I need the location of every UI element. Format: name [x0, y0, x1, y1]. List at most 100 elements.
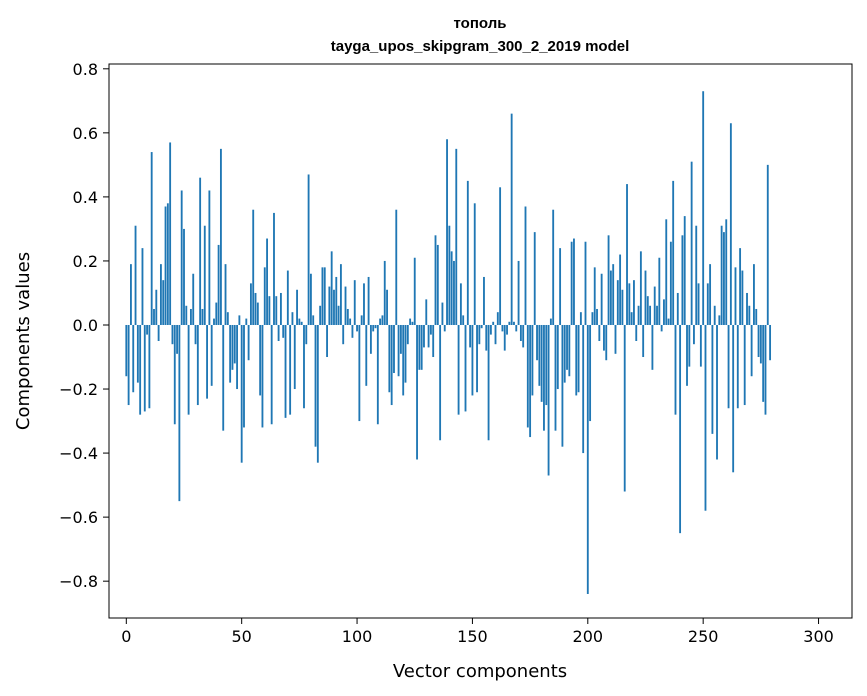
bar-269 [746, 292, 748, 325]
bar-0 [125, 324, 128, 377]
bar-168 [513, 321, 515, 325]
bar-54 [249, 283, 252, 325]
bar-63 [270, 324, 273, 425]
bar-7 [141, 248, 144, 325]
bar-268 [743, 324, 746, 406]
bar-43 [224, 264, 227, 325]
bar-128 [420, 324, 423, 370]
bar-241 [681, 235, 684, 325]
bar-2 [130, 264, 132, 325]
bar-242 [683, 216, 686, 325]
bar-154 [480, 324, 483, 329]
bar-217 [626, 184, 628, 325]
bar-21 [173, 324, 176, 425]
bar-163 [501, 324, 504, 332]
bar-205 [598, 324, 601, 341]
bar-50 [240, 324, 243, 463]
bar-187 [556, 324, 559, 390]
bar-226 [646, 296, 649, 325]
bar-22 [176, 324, 178, 354]
bar-249 [699, 324, 702, 367]
bar-125 [413, 257, 416, 325]
bar-275 [759, 324, 762, 364]
bar-239 [676, 292, 679, 325]
bar-245 [690, 161, 693, 325]
bar-225 [644, 270, 647, 325]
bar-46 [231, 324, 234, 370]
bar-130 [425, 299, 428, 325]
bar-149 [469, 324, 472, 348]
bar-8 [143, 324, 146, 412]
bar-203 [593, 267, 596, 325]
bar-112 [383, 260, 386, 325]
x-tick-label: 50 [231, 627, 251, 646]
bar-39 [215, 302, 218, 325]
bar-5 [136, 324, 139, 383]
bar-121 [404, 324, 407, 383]
bar-44 [226, 312, 229, 325]
bar-83 [316, 324, 319, 463]
bar-36 [208, 190, 211, 325]
bar-182 [545, 324, 548, 406]
bar-222 [637, 305, 640, 325]
bar-23 [178, 324, 181, 502]
bar-114 [388, 324, 391, 393]
bar-156 [485, 324, 488, 351]
bar-26 [185, 305, 188, 325]
bar-34 [203, 225, 206, 325]
bar-276 [762, 324, 765, 402]
bar-216 [623, 324, 626, 492]
bar-64 [273, 212, 275, 325]
bar-116 [393, 324, 395, 374]
bar-38 [213, 318, 215, 325]
bar-272 [753, 264, 755, 325]
bar-85 [321, 267, 324, 325]
bar-211 [612, 264, 615, 325]
bar-172 [522, 324, 525, 348]
bar-42 [222, 324, 225, 431]
bar-60 [263, 267, 266, 325]
bar-68 [282, 324, 285, 338]
y-tick-label: −0.2 [59, 380, 98, 399]
bar-171 [519, 324, 522, 341]
bar-210 [609, 270, 612, 325]
bar-111 [381, 315, 384, 325]
bar-164 [503, 324, 506, 351]
bar-58 [259, 324, 262, 396]
bar-88 [328, 286, 331, 325]
bar-141 [450, 251, 453, 325]
bar-161 [496, 312, 499, 325]
bar-266 [739, 248, 742, 325]
bar-32 [199, 177, 202, 325]
bar-209 [607, 235, 610, 325]
bar-192 [568, 324, 571, 377]
bar-261 [727, 324, 730, 409]
bar-40 [217, 244, 220, 325]
bar-20 [171, 324, 174, 345]
bar-151 [473, 203, 476, 325]
bar-256 [716, 324, 718, 460]
bar-212 [614, 324, 617, 354]
bar-123 [409, 318, 412, 325]
y-tick-label: 0.6 [73, 124, 98, 143]
bar-139 [446, 139, 448, 325]
bar-124 [411, 321, 414, 325]
plot-frame [108, 63, 853, 619]
bar-55 [252, 209, 255, 325]
bar-103 [363, 283, 365, 325]
x-tick-label: 100 [342, 627, 373, 646]
bar-48 [236, 324, 238, 390]
bar-3 [132, 324, 135, 393]
bar-233 [663, 299, 665, 325]
bar-278 [766, 164, 769, 325]
x-tick-label: 150 [457, 627, 488, 646]
x-tick-label: 0 [121, 627, 131, 646]
bar-126 [416, 324, 418, 460]
bar-170 [517, 260, 520, 325]
bar-277 [764, 324, 767, 415]
bar-47 [233, 324, 236, 364]
bar-255 [713, 305, 716, 325]
bar-78 [305, 324, 308, 345]
bar-176 [531, 324, 534, 396]
bar-19 [169, 142, 172, 325]
